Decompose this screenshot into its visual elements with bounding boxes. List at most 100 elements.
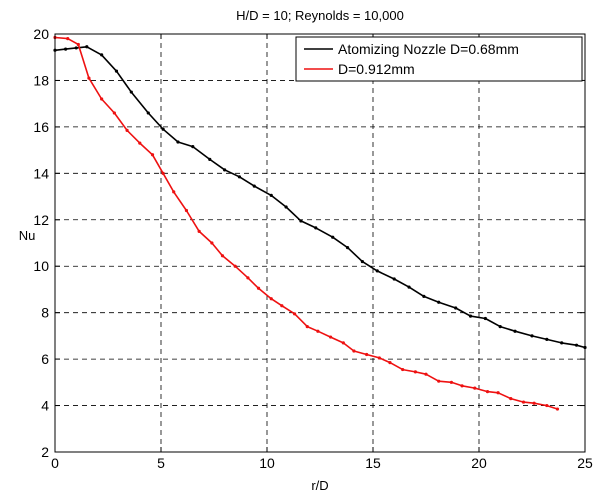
series-1-point — [112, 111, 116, 115]
series-1-point — [220, 254, 225, 258]
y-tick-label: 2 — [41, 444, 49, 460]
series-1-point — [150, 153, 155, 157]
chart-title: H/D = 10; Reynolds = 10,000 — [236, 8, 404, 23]
series-0-point — [64, 47, 68, 51]
series-0-point — [375, 269, 379, 273]
series-0-point — [129, 90, 133, 94]
series-1-point — [521, 400, 526, 404]
series-1-point — [76, 42, 80, 47]
series-0-point — [530, 334, 534, 338]
series-0-point — [74, 46, 78, 50]
series-1-point — [388, 360, 392, 365]
legend: Atomizing Nozzle D=0.68mm D=0.912mm — [295, 36, 583, 82]
y-tick-label: 12 — [33, 212, 49, 228]
series-1-point — [341, 341, 345, 345]
series-1-point — [496, 391, 500, 395]
x-axis-title: r/D — [311, 478, 328, 493]
series-0-point — [498, 325, 502, 329]
series-1-point — [532, 401, 536, 405]
series-line-0 — [54, 45, 586, 349]
series-0-point — [392, 277, 396, 281]
series-0-point — [574, 343, 579, 347]
series-1-point — [66, 37, 70, 41]
series-0-point — [407, 285, 411, 289]
series-0-point — [146, 111, 150, 115]
series-0-point — [223, 168, 227, 172]
series-0-point — [483, 316, 487, 321]
y-tick-label: 4 — [41, 398, 49, 414]
series-group — [53, 35, 587, 411]
x-tick-label: 10 — [259, 455, 275, 471]
series-1-point — [509, 396, 513, 401]
series-1-point — [473, 386, 477, 390]
series-0-point — [345, 246, 350, 250]
series-0-point — [360, 259, 364, 264]
x-tick-label: 15 — [365, 455, 381, 471]
series-1-point — [256, 286, 261, 290]
series-1-point — [449, 380, 454, 384]
series-1-point — [100, 97, 104, 101]
series-0-point — [114, 69, 119, 73]
series-0-point — [85, 45, 89, 49]
series-1-point — [210, 241, 214, 245]
plot-frame — [54, 33, 586, 453]
series-1-point — [305, 325, 309, 329]
series-0-point — [545, 337, 549, 341]
series-0-point — [269, 193, 273, 197]
legend-label-0: Atomizing Nozzle D=0.68mm — [338, 41, 519, 57]
series-0-point — [284, 205, 288, 209]
series-0-point — [191, 145, 195, 149]
series-0-point — [299, 219, 303, 223]
series-0-point — [208, 157, 212, 161]
series-0-point — [100, 53, 104, 57]
series-1-point — [246, 276, 250, 280]
x-tick-label: 5 — [157, 455, 165, 471]
series-1-point — [161, 171, 165, 175]
series-1-point — [233, 264, 237, 268]
series-1-point — [437, 379, 441, 383]
y-tick-label: 10 — [33, 258, 49, 274]
series-1-point — [377, 356, 381, 360]
series-0-point — [422, 294, 426, 299]
y-tick-label: 6 — [41, 351, 49, 367]
series-1-point — [485, 390, 490, 394]
series-0-point — [437, 300, 441, 304]
series-1-point — [87, 76, 91, 80]
y-tick-label: 20 — [33, 26, 49, 42]
series-1-point — [545, 403, 549, 408]
series-1-point — [197, 229, 201, 233]
series-0-point — [314, 226, 318, 230]
series-1-point — [292, 312, 297, 316]
series-1-point — [138, 141, 142, 145]
series-1-point — [316, 329, 320, 333]
series-0-point — [468, 314, 473, 318]
series-0-point — [513, 329, 517, 333]
series-0-point — [252, 184, 256, 188]
x-ticks: 0 5 10 15 20 25 — [51, 34, 593, 471]
series-0-point — [161, 127, 165, 131]
series-0-point — [560, 341, 564, 345]
series-0-point — [237, 175, 242, 179]
series-1-point — [413, 370, 417, 374]
legend-label-1: D=0.912mm — [338, 61, 415, 77]
series-0-point — [331, 235, 335, 239]
series-1-point — [269, 297, 273, 301]
series-1-point — [172, 190, 176, 194]
series-1-point — [365, 352, 369, 357]
x-tick-label: 0 — [51, 455, 59, 471]
y-axis-title: Nu — [19, 228, 36, 243]
y-tick-label: 16 — [33, 119, 49, 135]
x-tick-label: 20 — [471, 455, 487, 471]
series-1-point — [352, 349, 356, 353]
y-tick-label: 14 — [33, 165, 49, 181]
series-0-point — [176, 140, 180, 144]
legend-box — [295, 36, 583, 82]
series-0-point — [454, 306, 458, 310]
y-tick-label: 8 — [41, 305, 49, 321]
series-1-point — [125, 128, 129, 132]
series-1-point — [424, 372, 428, 376]
series-1-point — [555, 407, 560, 411]
series-1-point — [401, 367, 405, 372]
series-1-point — [184, 208, 189, 213]
